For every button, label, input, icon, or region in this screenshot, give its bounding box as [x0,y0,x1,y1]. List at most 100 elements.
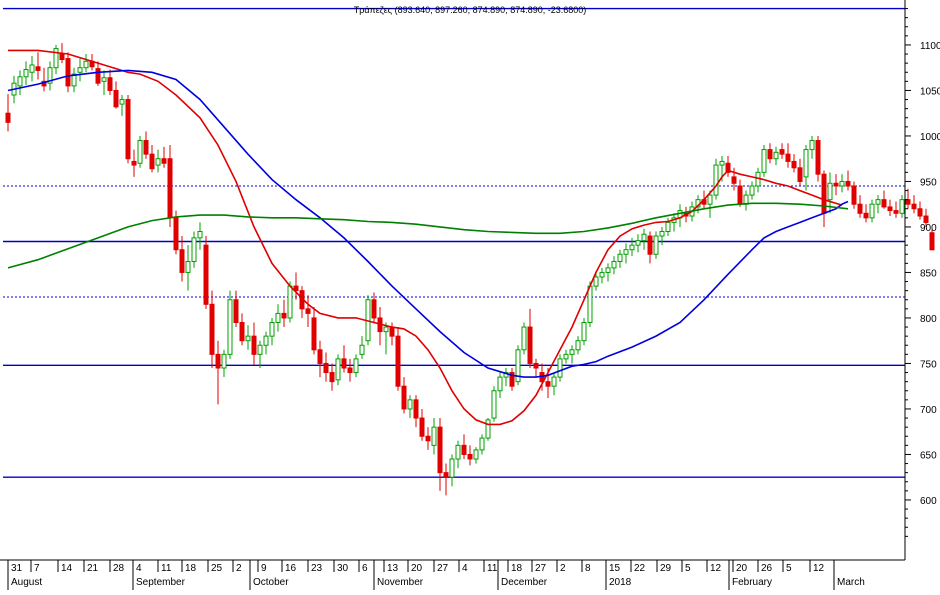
candle-body [821,173,827,214]
x-day-label: 14 [61,563,73,574]
candle-body [191,237,197,263]
candle-body [149,153,155,170]
candle-body [173,217,179,251]
candle-body [353,358,359,374]
candle-body [767,149,773,160]
candle-body [215,353,221,369]
candle-body [629,244,635,251]
candle-body [533,362,539,369]
x-day-label: 16 [285,563,297,574]
candle-body [467,453,473,460]
candle-body [911,203,917,210]
x-day-label: 20 [411,563,423,574]
x-day-label: 30 [337,563,349,574]
candle-body [599,271,605,278]
candle-body [809,140,815,151]
candle-body [497,376,503,392]
candle-body [347,367,353,374]
candle-body [251,335,257,355]
candle-body [635,240,641,246]
candle-body [653,235,659,255]
x-day-label: 22 [634,563,646,574]
candle-body [419,417,425,437]
moving-average-line [7,202,849,269]
candle-body [119,99,125,105]
y-tick-label: 1050 [920,86,940,97]
x-day-label: 2 [236,563,242,574]
candle-body [815,140,821,175]
x-day-label: 25 [211,563,223,574]
candle-body [479,437,485,451]
candle-body [737,185,743,205]
candle-body [593,276,599,287]
candle-body [221,353,227,369]
candle-body [17,76,23,87]
candle-body [125,99,131,160]
candle-body [659,231,665,237]
candle-body [311,317,317,351]
candle-body [293,285,299,292]
candle-body [929,232,935,251]
candle-body [245,335,251,342]
x-day-label: 23 [311,563,323,574]
candle-body [725,162,731,173]
candle-body [509,372,515,387]
x-month-label: September [136,577,186,588]
x-day-label: 5 [685,563,691,574]
candle-body [65,58,71,87]
candle-body [803,149,809,178]
candle-body [605,267,611,273]
x-day-label: 7 [34,563,40,574]
y-tick-label: 600 [920,496,937,507]
candle-body [395,335,401,387]
candle-body [287,285,293,319]
x-day-label: 31 [11,563,23,574]
candle-body [581,322,587,342]
candle-body [875,199,881,205]
x-day-label: 8 [585,563,591,574]
candle-body [77,67,83,73]
candle-body [797,167,803,182]
x-month-label: March [837,577,865,588]
candle-body [359,344,365,355]
candle-body [209,303,215,355]
candle-body [641,233,647,242]
y-tick-label: 850 [920,268,937,279]
candle-body [263,335,269,346]
candle-body [239,322,245,342]
candle-body [227,299,233,355]
candle-body [107,77,113,91]
candle-body [143,140,149,155]
candle-body [899,199,905,214]
candle-body [383,326,389,333]
candle-body [455,444,461,460]
x-day-label: 12 [813,563,825,574]
candle-body [845,180,851,187]
candle-body [35,66,41,71]
x-day-label: 26 [761,563,773,574]
candle-body [389,326,395,337]
candle-body [425,435,431,442]
candle-body [587,285,593,324]
candle-body [269,322,275,337]
candle-body [281,312,287,319]
x-day-label: 5 [786,563,792,574]
candle-body [155,158,161,166]
candle-body [563,353,569,360]
candle-body [473,449,479,460]
candle-body [197,231,203,239]
candle-body [431,426,437,446]
candle-body [773,151,779,160]
candle-body [551,376,557,387]
x-day-label: 29 [660,563,672,574]
candle-body [407,399,413,410]
candle-body [167,158,173,219]
y-tick-label: 1000 [920,132,940,143]
x-day-label: 11 [487,563,498,574]
candle-body [917,208,923,217]
candle-body [833,182,839,187]
candle-body [527,326,533,364]
candle-body [233,299,239,323]
x-day-label: 28 [113,563,125,574]
candle-body [485,419,491,439]
